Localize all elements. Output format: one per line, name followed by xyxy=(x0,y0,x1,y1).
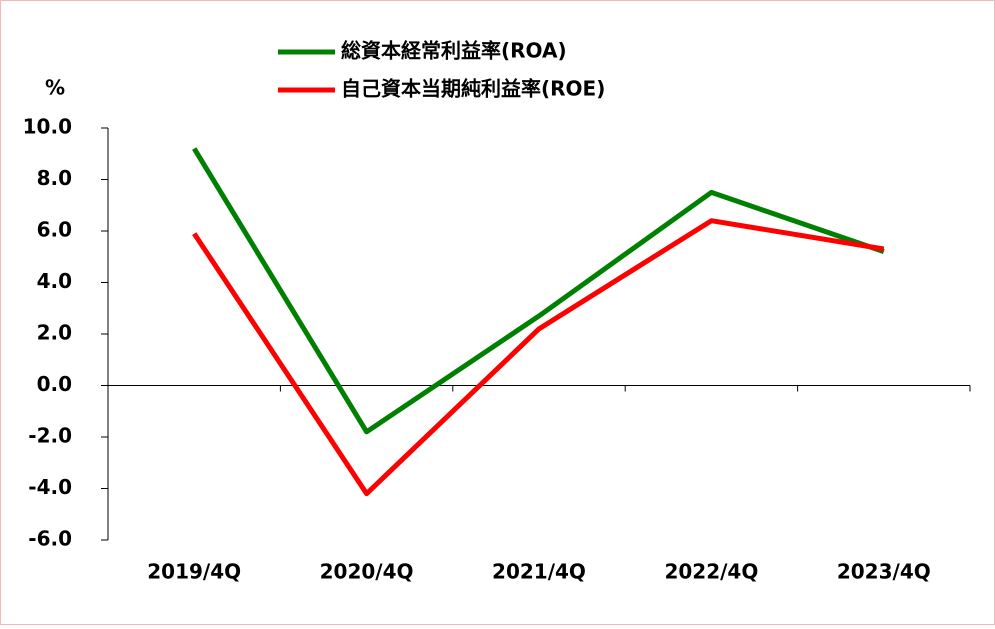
x-tick-label: 2022/4Q xyxy=(664,560,758,584)
y-tick-label: -2.0 xyxy=(28,424,72,448)
y-tick-label: 2.0 xyxy=(37,321,72,345)
legend-label: 総資本経常利益率(ROA) xyxy=(341,39,567,63)
x-tick-label: 2023/4Q xyxy=(837,560,931,584)
legend-label: 自己資本当期純利益率(ROE) xyxy=(341,77,605,101)
y-tick-label: 0.0 xyxy=(37,372,72,396)
y-tick-label: -6.0 xyxy=(28,527,72,551)
y-tick-label: 10.0 xyxy=(23,115,72,139)
y-unit: % xyxy=(45,76,65,100)
data-line xyxy=(192,147,885,435)
y-tick-label: 4.0 xyxy=(37,269,72,293)
y-tick-label: 8.0 xyxy=(37,166,72,190)
y-tick-label: -4.0 xyxy=(28,475,72,499)
y-tick-label: 6.0 xyxy=(37,218,72,242)
x-tick-label: 2019/4Q xyxy=(147,560,241,584)
x-tick-label: 2020/4Q xyxy=(320,560,414,584)
data-line xyxy=(192,218,885,497)
x-tick-label: 2021/4Q xyxy=(492,560,586,584)
